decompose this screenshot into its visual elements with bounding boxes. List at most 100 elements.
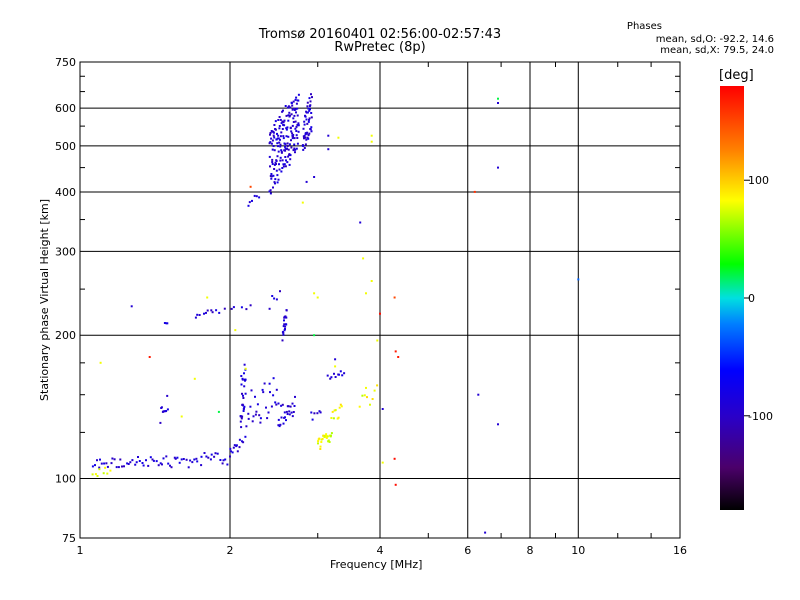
- o-mode-echo: [230, 450, 232, 453]
- o-mode-echo: [169, 464, 171, 467]
- x-mode-echo: [358, 405, 361, 408]
- o-mode-echo: [294, 395, 296, 398]
- o-mode-echo: [308, 117, 311, 120]
- o-mode-echo: [238, 438, 241, 441]
- o-mode-echo: [288, 163, 291, 166]
- o-mode-echo: [270, 137, 273, 140]
- o-mode-echo: [281, 120, 284, 123]
- o-mode-echo: [280, 149, 283, 152]
- o-mode-echo: [338, 373, 340, 376]
- o-mode-echo: [295, 147, 298, 150]
- o-mode-echo: [166, 408, 169, 411]
- o-mode-echo: [251, 199, 253, 202]
- o-mode-echo: [219, 459, 222, 461]
- o-mode-echo: [236, 450, 239, 453]
- echo-point: [473, 190, 476, 193]
- o-mode-echo: [269, 165, 271, 168]
- x-mode-echo: [365, 292, 367, 295]
- o-mode-echo: [275, 169, 278, 172]
- o-mode-echo: [290, 113, 293, 116]
- y-tick-label: 300: [55, 245, 76, 258]
- o-mode-echo: [293, 143, 296, 146]
- o-mode-echo: [152, 459, 155, 462]
- o-mode-echo: [359, 221, 362, 224]
- o-mode-echo: [195, 457, 198, 460]
- o-mode-echo: [293, 147, 296, 150]
- o-mode-echo: [269, 192, 272, 195]
- o-mode-echo: [279, 159, 282, 162]
- chart-subtitle: RwPretec (8p): [334, 40, 426, 55]
- o-mode-echo: [286, 142, 289, 145]
- axis-ticks: 1 2 4 6 8 10 16 75 100 200 300 400 500 600 750: [55, 56, 687, 557]
- o-mode-echo: [272, 394, 275, 397]
- o-mode-echo: [295, 102, 298, 105]
- o-mode-echo: [305, 111, 308, 114]
- o-mode-echo: [240, 426, 243, 429]
- x-mode-echo: [327, 439, 330, 442]
- o-mode-echo: [293, 405, 296, 407]
- o-mode-echo: [313, 176, 316, 178]
- o-mode-echo: [307, 120, 310, 123]
- o-mode-echo: [166, 322, 169, 325]
- x-mode-echo: [337, 136, 340, 139]
- o-mode-echo: [497, 423, 499, 426]
- x-mode-echo: [301, 201, 304, 204]
- o-mode-echo: [294, 127, 297, 130]
- o-mode-echo: [291, 137, 294, 140]
- x-tick-label: 10: [571, 544, 585, 557]
- x-mode-echo: [381, 461, 384, 464]
- o-mode-echo: [218, 311, 221, 314]
- o-mode-echo: [163, 322, 166, 324]
- o-mode-echo: [180, 458, 183, 461]
- o-mode-echo: [271, 158, 274, 161]
- x-mode-echo: [331, 410, 334, 413]
- o-mode-echo: [484, 531, 487, 534]
- o-mode-echo: [295, 130, 298, 132]
- o-mode-echo: [279, 138, 281, 141]
- o-mode-echo: [249, 405, 252, 408]
- echo-point: [497, 97, 499, 100]
- o-mode-echo: [285, 159, 287, 162]
- o-mode-echo: [111, 457, 114, 460]
- o-mode-echo: [96, 459, 98, 462]
- o-mode-echo: [196, 460, 199, 463]
- x-mode-echo: [321, 437, 324, 440]
- o-mode-echo: [297, 124, 300, 127]
- phase-stats-o: mean, sd,O: -92.2, 14.6: [655, 34, 774, 45]
- o-mode-echo: [281, 167, 284, 169]
- o-mode-echo: [243, 372, 245, 375]
- o-mode-echo: [291, 108, 294, 111]
- o-mode-echo: [253, 194, 256, 197]
- o-mode-echo: [290, 146, 293, 149]
- o-mode-echo: [268, 307, 271, 310]
- o-mode-echo: [304, 133, 307, 136]
- o-mode-echo: [240, 417, 243, 420]
- o-mode-echo: [189, 459, 192, 462]
- o-mode-echo: [247, 412, 250, 415]
- o-mode-echo: [271, 163, 274, 165]
- o-mode-echo: [284, 149, 287, 152]
- colorbar-ticks: 100 0 -100: [744, 174, 773, 423]
- o-mode-echo: [163, 410, 166, 413]
- x-mode-echo: [323, 436, 326, 438]
- o-mode-echo: [296, 137, 299, 139]
- o-mode-echo: [231, 451, 234, 454]
- o-mode-echo: [274, 161, 277, 164]
- o-mode-echo: [286, 145, 289, 147]
- o-mode-echo: [99, 458, 101, 461]
- x-mode-echo: [322, 434, 325, 437]
- x-mode-echo: [325, 437, 328, 439]
- o-mode-echo: [277, 119, 280, 121]
- o-mode-echo: [295, 111, 297, 114]
- o-mode-echo: [243, 385, 246, 388]
- x-mode-echo: [317, 442, 319, 445]
- o-mode-echo: [285, 316, 288, 319]
- phase-stats-x: mean, sd,X: 79.5, 24.0: [660, 45, 774, 56]
- o-mode-echo: [292, 107, 295, 110]
- o-mode-echo: [287, 114, 290, 117]
- o-mode-echo: [282, 121, 285, 124]
- o-mode-echo: [283, 329, 286, 332]
- echo-point: [393, 457, 396, 460]
- x-tick-label: 8: [527, 544, 534, 557]
- o-mode-echo: [221, 462, 224, 465]
